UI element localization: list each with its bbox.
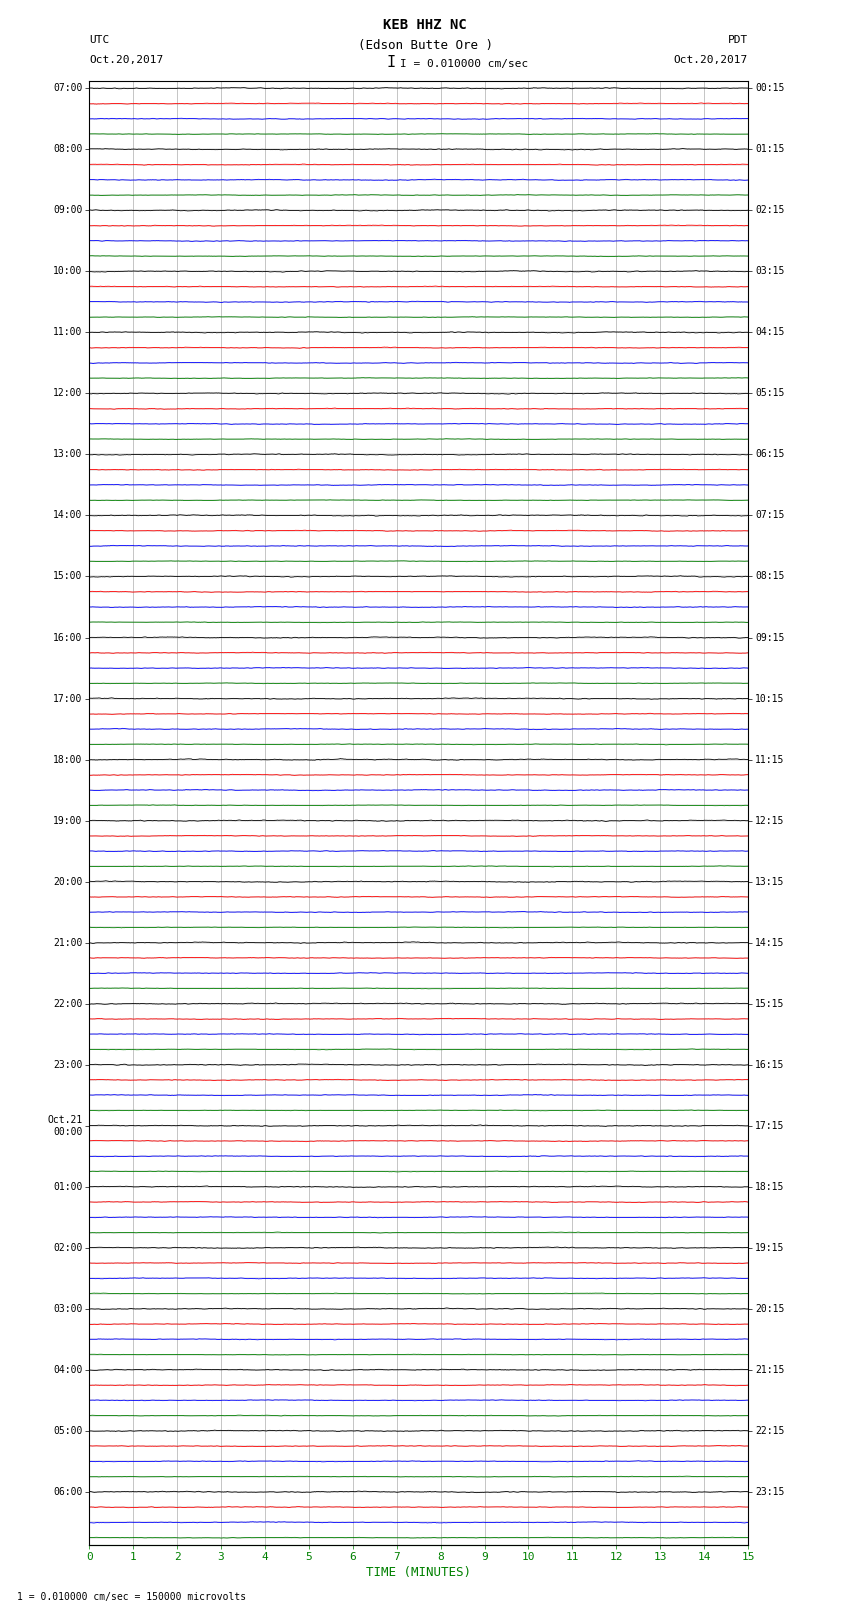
Text: (Edson Butte Ore ): (Edson Butte Ore ): [358, 39, 492, 52]
Text: 1 = 0.010000 cm/sec = 150000 microvolts: 1 = 0.010000 cm/sec = 150000 microvolts: [17, 1592, 246, 1602]
Text: PDT: PDT: [728, 35, 748, 45]
Text: Oct.20,2017: Oct.20,2017: [674, 55, 748, 65]
Text: UTC: UTC: [89, 35, 110, 45]
Text: I: I: [387, 55, 395, 71]
Text: I = 0.010000 cm/sec: I = 0.010000 cm/sec: [400, 60, 528, 69]
X-axis label: TIME (MINUTES): TIME (MINUTES): [366, 1566, 471, 1579]
Text: Oct.20,2017: Oct.20,2017: [89, 55, 163, 65]
Text: KEB HHZ NC: KEB HHZ NC: [383, 18, 467, 32]
